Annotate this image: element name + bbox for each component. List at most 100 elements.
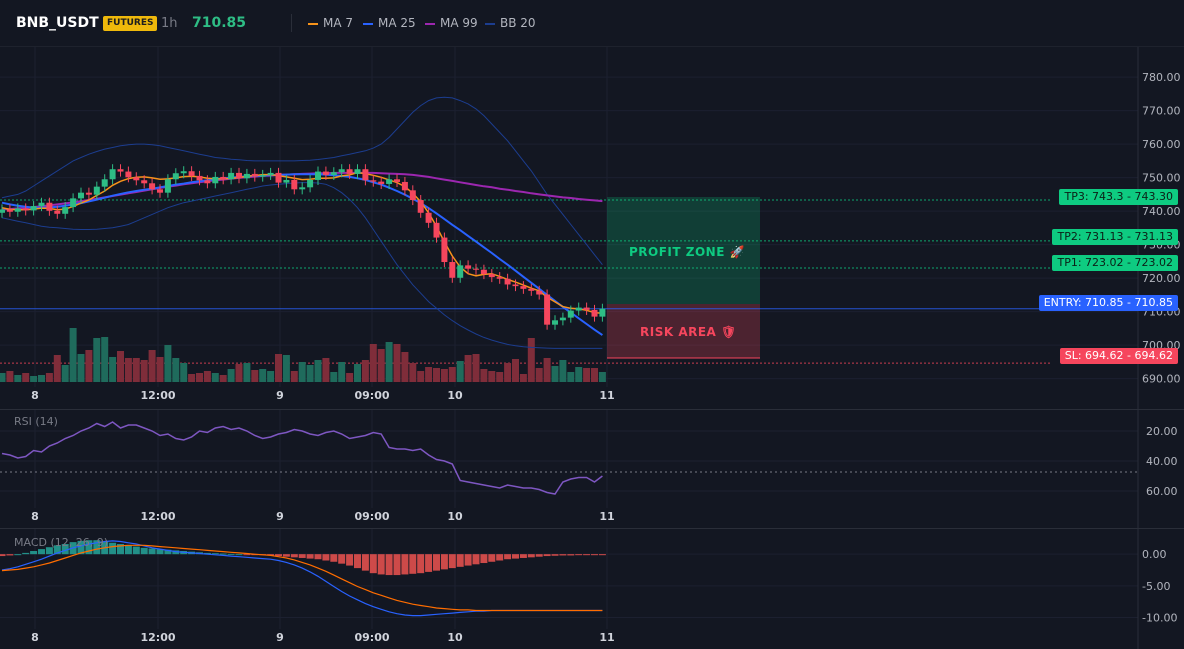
candle-body [552,320,558,325]
volume-bar [251,370,259,382]
main-price-chart[interactable]: PROFIT ZONE 🚀 RISK AREA 🛡 690.00700.0071… [0,47,1184,409]
macd-histogram-bar [425,554,433,572]
macd-time-tick-label: 12:00 [140,631,175,644]
entry-label-text: ENTRY: 710.85 [1043,296,1124,309]
time-tick-label: 8 [31,389,39,402]
ma99-swatch [425,22,435,25]
volume-bar [322,358,330,382]
macd-histogram-bar [6,554,14,556]
candle-body [449,262,456,278]
rsi-pane-separator[interactable] [0,409,1184,410]
volume-bar [45,373,53,382]
candle-body [141,180,148,184]
macd-histogram-bar [164,549,172,555]
time-tick-label: 11 [599,389,614,402]
macd-histogram-bar [290,554,298,558]
level-lines [0,199,1050,364]
legend-ma7[interactable]: MA 7 [308,16,353,30]
candle-body [401,181,408,191]
macd-histogram-bar [275,554,282,557]
volume-bar [314,360,322,382]
candle-body [346,169,353,174]
macd-histogram-bar [322,554,330,561]
macd-histogram-bar [488,554,496,562]
bollinger-lower-line [1,182,603,349]
macd-histogram-bar [156,549,164,555]
bb20-swatch [485,22,495,25]
candle-body [496,277,503,279]
time-axis: 8 12:00 9 09:00 10 11 [31,389,614,402]
macd-histogram-bar [38,549,45,555]
candle-body [291,179,298,190]
candle-body [157,189,163,193]
price-tick-label: 760.00 [1142,138,1181,151]
volume-bar [306,365,314,382]
entry-label[interactable]: ENTRY: 710.85 - 710.85 [1038,295,1178,311]
timeframe-label[interactable]: 1h [161,16,178,31]
volume-bar [0,373,6,382]
macd-histogram-bar [448,554,456,569]
macd-histogram-bar [85,540,93,555]
macd-histogram-bar [346,554,354,566]
volume-bar [527,338,535,382]
macd-histogram-bar [440,554,448,570]
volume-bar [6,371,14,382]
volume-bar [140,360,148,382]
candle-body [0,209,5,213]
rsi-pane[interactable]: RSI (14) 60.00 40.00 20.00 8 12:00 9 09:00 10 1… [0,410,1184,528]
tp2-label[interactable]: TP2: 731.13 - 731.13 [1052,229,1178,245]
volume-bar [496,372,504,382]
volume-bar [393,344,401,382]
tp3-label-text: TP3: 743.3 [1064,190,1124,203]
volume-bar [196,373,203,382]
macd-tick-label: -5.00 [1142,580,1170,593]
rsi-axis: 60.00 40.00 20.00 [1137,410,1178,528]
macd-pane-separator[interactable] [0,528,1184,529]
macd-histogram-bar [559,554,567,556]
volume-bar [488,371,496,382]
tp3-label[interactable]: TP3: 743.3 - 743.30 [1059,189,1178,205]
volume-bar [361,360,369,382]
macd-histogram-bar [575,554,583,556]
sl-label[interactable]: SL: 694.62 - 694.62 [1059,348,1178,364]
candle-body [354,169,361,174]
macd-time-tick-label: 9 [276,631,284,644]
macd-time-tick-label: 11 [599,631,614,644]
risk-zone [607,304,760,358]
macd-histogram-bar [203,552,211,555]
legend-ma99[interactable]: MA 99 [425,16,478,30]
volume-bar [156,357,164,382]
tp1-label[interactable]: TP1: 723.02 - 723.02 [1052,255,1178,271]
volume-bar [219,375,227,382]
candle-body [267,172,274,175]
macd-histogram-bar [53,545,61,555]
rsi-time-tick-label: 12:00 [140,510,175,523]
symbol-label[interactable]: BNB_USDT [16,15,99,31]
volume-bar [148,350,156,382]
legend-bb20[interactable]: BB 20 [485,16,536,30]
candle-body [394,179,400,182]
macd-lines [1,540,603,617]
macd-histogram-bar [117,544,124,555]
volume-bars [0,328,606,382]
time-tick-label: 9 [276,389,284,402]
rsi-time-tick-label: 9 [276,510,284,523]
macd-histogram-bar [409,554,417,574]
volume-bar [235,364,243,382]
macd-pane[interactable]: MACD (12, 26, 9) 0.00 -5.00 -10.00 8 12:00 9… [0,529,1184,649]
candle-body [386,179,393,184]
candle-body [528,288,535,291]
tp1-value: 723.02 [1134,256,1174,269]
macd-histogram-bar [77,540,85,555]
price-tick-label: 690.00 [1142,373,1181,386]
candle-body [307,179,314,188]
candle-body [433,222,440,238]
volume-bar [598,372,606,382]
macd-histogram-bar [361,554,369,571]
tp3-value: 743.30 [1134,190,1174,203]
rsi-time-tick-label: 8 [31,510,39,523]
macd-time-tick-label: 8 [31,631,39,644]
candle-body [559,317,566,321]
macd-time-axis: 8 12:00 9 09:00 10 11 [31,631,614,644]
legend-ma25[interactable]: MA 25 [363,16,416,30]
